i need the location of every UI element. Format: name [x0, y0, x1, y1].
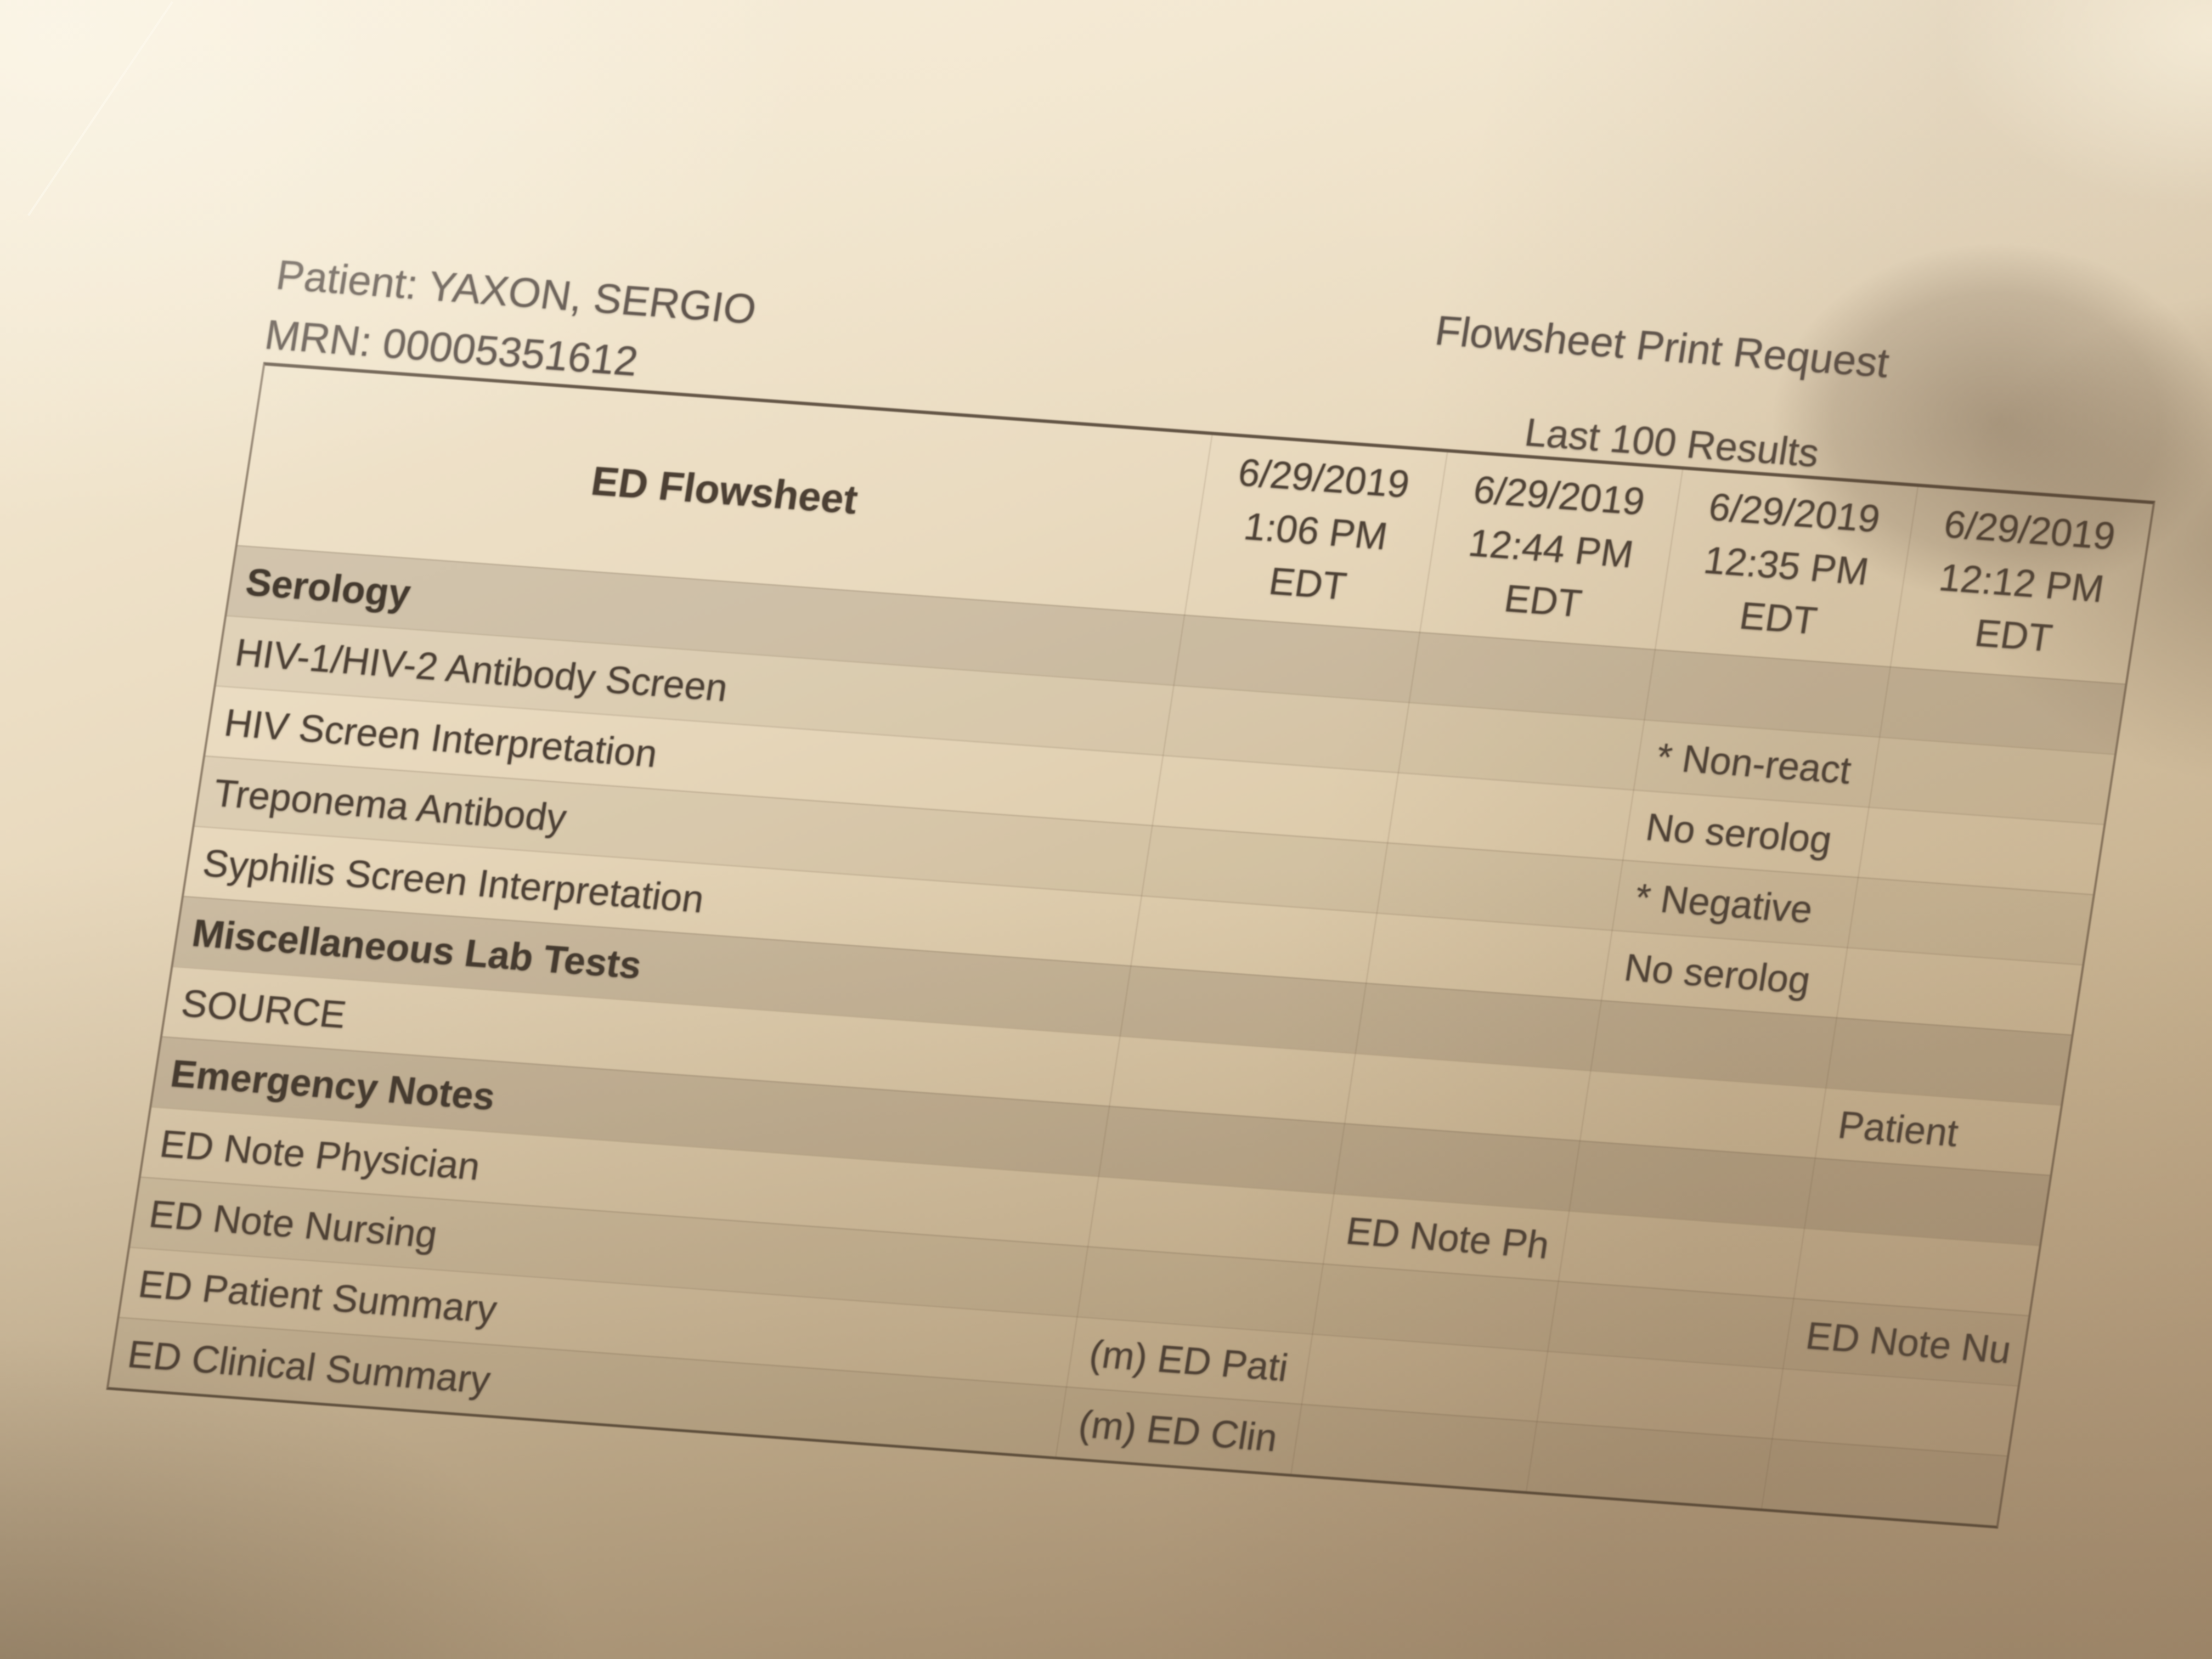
result-cell — [1852, 912, 2087, 929]
result-cell: (m) ED Clin — [1076, 1402, 1280, 1459]
flowsheet-table: ED Flowsheet 6/29/2019 1:06 PM EDT 6/29/201… — [106, 362, 2155, 1529]
result-cell — [1147, 861, 1382, 878]
result-cell: ED Note Nu — [1803, 1313, 2015, 1372]
result-cell — [1574, 1176, 1809, 1193]
flowsheet-document: Patient: YAXON, SERGIO MRN: 00005351612 … — [56, 196, 2212, 1647]
result-cell — [1114, 1071, 1350, 1088]
result-cell: No serolog — [1621, 945, 1814, 1002]
result-cell — [1798, 1263, 2034, 1280]
result-cell — [1382, 878, 1617, 895]
result-cell — [1296, 1440, 1531, 1457]
result-cell — [1307, 1369, 1542, 1386]
result-cell — [1403, 738, 1639, 755]
result-cell: ED Note Ph — [1343, 1209, 1553, 1267]
result-cell — [1168, 720, 1403, 737]
result-cell — [1125, 1001, 1361, 1018]
result-cell — [1392, 808, 1628, 825]
result-cell — [1863, 842, 2098, 859]
result-cell — [1649, 685, 1884, 702]
result-cell: Patient — [1835, 1103, 1961, 1155]
result-cell: * Negative — [1632, 875, 1816, 931]
result-cell: * Non-react — [1654, 735, 1854, 792]
result-cell — [1360, 1018, 1595, 1035]
column-header-1: 6/29/2019 12:44 PM EDT — [1466, 468, 1648, 625]
document-title: Flowsheet Print Request — [1432, 307, 1893, 387]
column-header-3: 6/29/2019 12:12 PM EDT — [1936, 503, 2118, 659]
result-cell — [1103, 1141, 1339, 1158]
result-cell — [1371, 948, 1606, 965]
result-cell — [1553, 1316, 1788, 1333]
result-cell — [1542, 1386, 1777, 1403]
result-cell — [1531, 1457, 1767, 1474]
result-cell: (m) ED Pati — [1086, 1332, 1291, 1389]
result-cell — [1564, 1246, 1799, 1263]
page-edge — [27, 1, 174, 216]
result-cell — [1178, 650, 1414, 667]
result-cell — [1082, 1282, 1317, 1299]
result-cell — [1842, 983, 2077, 1000]
table-body: Serology HIV-1/HIV-2 Antibody Screen * Non… — [109, 545, 2125, 1526]
result-cell — [1595, 1036, 1831, 1053]
result-cell — [1093, 1211, 1328, 1228]
result-cell — [1884, 702, 2120, 719]
result-cell: No serolog — [1643, 805, 1835, 861]
result-cell — [1136, 931, 1371, 948]
result-cell — [1831, 1053, 2066, 1070]
result-cell — [1339, 1159, 1574, 1176]
column-header-2: 6/29/2019 12:35 PM EDT — [1701, 486, 1883, 642]
column-header-0: 6/29/2019 1:06 PM EDT — [1235, 451, 1413, 608]
result-cell — [1414, 668, 1649, 685]
result-cell — [1585, 1106, 1820, 1123]
result-cell — [1317, 1299, 1553, 1316]
result-cell — [1809, 1193, 2045, 1210]
result-cell — [1777, 1404, 2012, 1421]
result-cell — [1874, 772, 2109, 789]
result-cell — [1350, 1088, 1585, 1105]
result-cell — [1157, 791, 1392, 808]
result-cell — [1767, 1474, 2002, 1491]
